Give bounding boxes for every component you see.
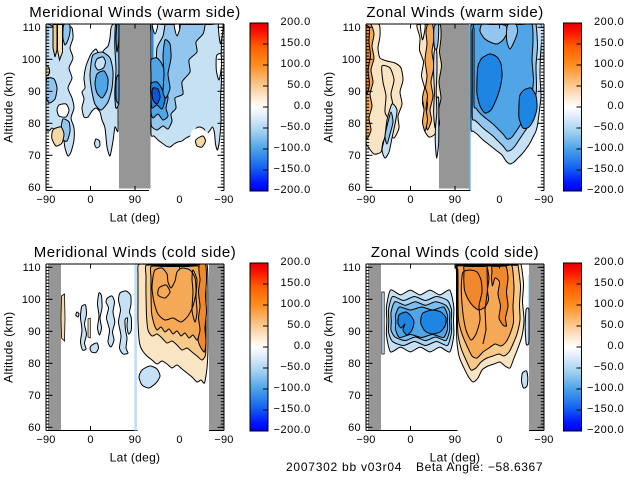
- svg-text:−90: −90: [534, 194, 553, 206]
- svg-text:200.0: 200.0: [594, 256, 624, 268]
- svg-text:50.0: 50.0: [287, 319, 311, 331]
- svg-text:70: 70: [28, 150, 41, 162]
- svg-text:100.0: 100.0: [594, 58, 624, 70]
- svg-text:−200.0: −200.0: [587, 184, 624, 196]
- svg-text:0: 0: [407, 194, 413, 206]
- svg-text:Meridional Winds (cold side): Meridional Winds (cold side): [34, 244, 236, 261]
- svg-text:60: 60: [28, 182, 41, 194]
- svg-text:150.0: 150.0: [281, 37, 311, 49]
- svg-text:200.0: 200.0: [281, 16, 311, 28]
- svg-text:150.0: 150.0: [594, 277, 624, 289]
- svg-text:90: 90: [449, 194, 462, 206]
- svg-text:60: 60: [348, 422, 361, 434]
- svg-text:200.0: 200.0: [594, 16, 624, 28]
- svg-text:Zonal Winds (warm side): Zonal Winds (warm side): [366, 4, 543, 21]
- svg-text:2007302 bb v03r04: 2007302 bb v03r04: [286, 460, 402, 474]
- svg-text:0.0: 0.0: [607, 340, 624, 352]
- svg-text:−90: −90: [214, 194, 233, 206]
- svg-text:150.0: 150.0: [594, 37, 624, 49]
- svg-text:−150.0: −150.0: [274, 163, 311, 175]
- svg-text:90: 90: [348, 86, 361, 98]
- svg-text:−50.0: −50.0: [594, 361, 625, 373]
- svg-text:100.0: 100.0: [594, 298, 624, 310]
- svg-text:70: 70: [28, 390, 41, 402]
- svg-text:110: 110: [23, 262, 41, 274]
- svg-text:Zonal Winds (cold side): Zonal Winds (cold side): [371, 244, 539, 261]
- svg-text:70: 70: [348, 150, 361, 162]
- svg-text:0.0: 0.0: [294, 340, 311, 352]
- svg-text:60: 60: [348, 182, 361, 194]
- svg-text:110: 110: [23, 22, 41, 34]
- svg-text:80: 80: [28, 358, 41, 370]
- svg-text:80: 80: [348, 118, 361, 130]
- svg-text:−90: −90: [356, 434, 375, 446]
- svg-text:Altitude (km): Altitude (km): [2, 312, 16, 383]
- svg-text:−150.0: −150.0: [587, 403, 624, 415]
- svg-text:Altitude (km): Altitude (km): [2, 72, 16, 143]
- svg-text:Lat (deg): Lat (deg): [430, 451, 481, 465]
- svg-text:100.0: 100.0: [281, 58, 311, 70]
- svg-text:−200.0: −200.0: [274, 424, 311, 436]
- svg-text:−90: −90: [36, 194, 55, 206]
- svg-text:Lat (deg): Lat (deg): [430, 211, 481, 225]
- svg-text:150.0: 150.0: [281, 277, 311, 289]
- svg-text:50.0: 50.0: [287, 79, 311, 91]
- svg-text:−50.0: −50.0: [594, 121, 625, 133]
- svg-text:−90: −90: [214, 434, 233, 446]
- svg-text:−100.0: −100.0: [274, 142, 311, 154]
- svg-text:−100.0: −100.0: [587, 142, 624, 154]
- svg-text:Lat (deg): Lat (deg): [110, 211, 161, 225]
- svg-text:−100.0: −100.0: [587, 382, 624, 394]
- svg-text:−90: −90: [36, 434, 55, 446]
- svg-text:50.0: 50.0: [601, 319, 625, 331]
- svg-text:110: 110: [343, 262, 361, 274]
- svg-text:−200.0: −200.0: [274, 184, 311, 196]
- svg-text:90: 90: [129, 434, 142, 446]
- svg-text:100: 100: [342, 54, 361, 66]
- svg-text:−90: −90: [356, 194, 375, 206]
- svg-text:0: 0: [176, 194, 182, 206]
- svg-text:50.0: 50.0: [601, 79, 625, 91]
- svg-text:Altitude (km): Altitude (km): [322, 72, 336, 143]
- svg-text:0: 0: [407, 434, 413, 446]
- svg-text:90: 90: [28, 326, 41, 338]
- svg-text:80: 80: [348, 358, 361, 370]
- svg-text:110: 110: [343, 22, 361, 34]
- svg-text:200.0: 200.0: [281, 256, 311, 268]
- svg-text:90: 90: [129, 194, 142, 206]
- svg-text:0.0: 0.0: [607, 100, 624, 112]
- svg-text:Lat (deg): Lat (deg): [110, 451, 161, 465]
- svg-text:80: 80: [28, 118, 41, 130]
- svg-text:0: 0: [87, 434, 93, 446]
- svg-text:0.0: 0.0: [294, 100, 311, 112]
- svg-text:−50.0: −50.0: [280, 121, 311, 133]
- svg-text:60: 60: [28, 422, 41, 434]
- svg-text:−150.0: −150.0: [274, 403, 311, 415]
- svg-text:100: 100: [22, 54, 41, 66]
- svg-text:−200.0: −200.0: [587, 424, 624, 436]
- svg-text:−90: −90: [534, 434, 553, 446]
- svg-text:0: 0: [176, 434, 182, 446]
- svg-text:−50.0: −50.0: [280, 361, 311, 373]
- svg-text:Beta Angle: −58.6367: Beta Angle: −58.6367: [416, 460, 543, 474]
- svg-text:90: 90: [449, 434, 462, 446]
- svg-text:70: 70: [348, 390, 361, 402]
- svg-text:Altitude (km): Altitude (km): [322, 312, 336, 383]
- svg-text:90: 90: [28, 86, 41, 98]
- svg-text:−100.0: −100.0: [274, 382, 311, 394]
- svg-text:0: 0: [496, 194, 502, 206]
- svg-text:90: 90: [348, 326, 361, 338]
- svg-text:100.0: 100.0: [281, 298, 311, 310]
- svg-text:−150.0: −150.0: [587, 163, 624, 175]
- svg-text:0: 0: [87, 194, 93, 206]
- svg-text:Meridional Winds (warm side): Meridional Winds (warm side): [29, 4, 241, 21]
- svg-text:0: 0: [496, 434, 502, 446]
- svg-text:100: 100: [22, 294, 41, 306]
- svg-text:100: 100: [342, 294, 361, 306]
